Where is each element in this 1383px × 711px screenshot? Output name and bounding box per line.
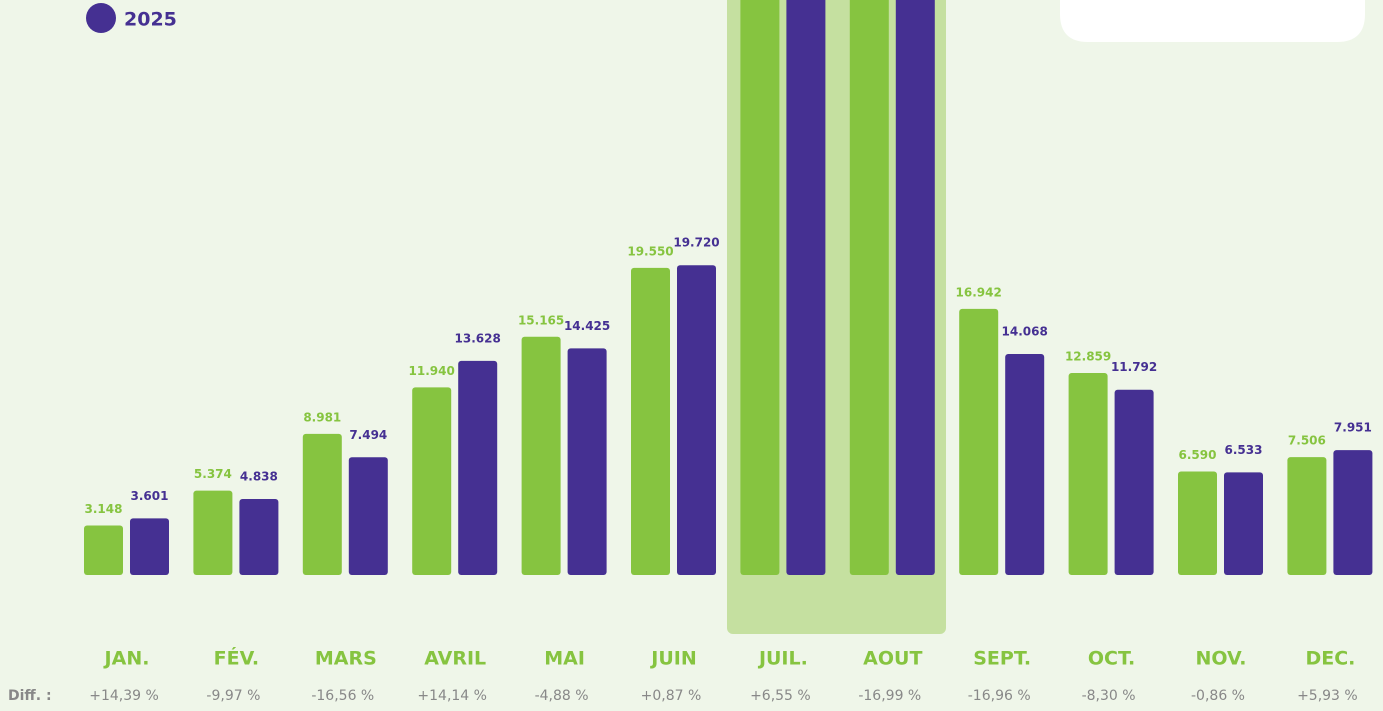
bar xyxy=(631,267,670,575)
value-label: 6.590 xyxy=(1179,448,1217,462)
x-tick-label: JUIL. xyxy=(757,648,808,670)
value-label: 7.506 xyxy=(1288,434,1326,448)
value-label: 3.601 xyxy=(131,489,169,503)
bar xyxy=(348,457,388,575)
diff-value: +0,87 % xyxy=(641,688,702,704)
value-label: 11.792 xyxy=(1111,360,1157,374)
value-label: 3.148 xyxy=(85,502,123,516)
value-label: 14.068 xyxy=(1002,324,1048,338)
value-label: 16.942 xyxy=(956,285,1002,299)
diff-value: +5,93 % xyxy=(1297,688,1358,704)
value-label: 7.494 xyxy=(349,428,387,442)
bar xyxy=(1005,353,1045,575)
value-label: 13.628 xyxy=(455,331,501,345)
x-tick-label: AVRIL xyxy=(424,648,486,670)
diff-label: Diff. : xyxy=(8,688,52,704)
diff-value: -8,30 % xyxy=(1082,688,1136,704)
bar xyxy=(458,360,498,575)
diff-value: -9,97 % xyxy=(206,688,260,704)
legend-label: 2025 xyxy=(124,9,177,31)
legend-swatch xyxy=(86,3,116,33)
bar xyxy=(412,387,452,575)
bar xyxy=(1178,471,1217,575)
bar xyxy=(1224,472,1263,575)
value-label: 8.981 xyxy=(303,410,341,424)
bar xyxy=(849,0,889,575)
bar xyxy=(740,0,780,575)
bar xyxy=(521,336,561,575)
bar xyxy=(567,348,607,575)
bar xyxy=(677,265,716,575)
diff-value: -16,56 % xyxy=(311,688,374,704)
bar xyxy=(895,0,935,575)
value-label: 7.951 xyxy=(1334,421,1372,435)
diff-value: -4,88 % xyxy=(535,688,589,704)
value-label: 11.940 xyxy=(409,364,455,378)
bar xyxy=(786,0,826,575)
diff-value: +14,14 % xyxy=(417,688,487,704)
x-tick-label: MARS xyxy=(315,648,377,670)
x-tick-label: MAI xyxy=(544,648,585,670)
bar xyxy=(239,498,279,575)
info-box xyxy=(1060,0,1365,42)
value-label: 5.374 xyxy=(194,467,232,481)
diff-value: +6,55 % xyxy=(750,688,811,704)
value-label: 19.720 xyxy=(673,236,719,250)
bar xyxy=(84,525,123,575)
diff-value: +14,39 % xyxy=(89,688,159,704)
value-label: 12.859 xyxy=(1065,349,1111,363)
bar xyxy=(1287,457,1327,575)
x-tick-label: JUIN xyxy=(649,648,696,670)
bar xyxy=(1333,450,1373,575)
diff-value: -16,96 % xyxy=(968,688,1031,704)
bar xyxy=(302,433,342,575)
x-tick-label: OCT. xyxy=(1088,648,1135,670)
bar xyxy=(193,490,233,575)
value-label: 6.533 xyxy=(1225,443,1263,457)
x-tick-label: DEC. xyxy=(1305,648,1355,670)
x-tick-label: NOV. xyxy=(1195,648,1246,670)
bar xyxy=(959,308,999,575)
value-label: 19.550 xyxy=(627,244,673,258)
x-tick-label: FÉV. xyxy=(214,647,259,670)
value-label: 14.425 xyxy=(564,319,610,333)
diff-value: -16,99 % xyxy=(858,688,921,704)
highlight-band xyxy=(727,0,946,634)
bar xyxy=(130,518,169,575)
x-tick-label: JAN. xyxy=(103,648,150,670)
value-label: 4.838 xyxy=(240,469,278,483)
x-tick-label: AOUT xyxy=(863,648,922,670)
bar xyxy=(1114,389,1154,575)
value-label: 15.165 xyxy=(518,313,564,327)
bar xyxy=(1068,372,1108,575)
x-tick-label: SEPT. xyxy=(973,648,1031,670)
diff-value: -0,86 % xyxy=(1191,688,1245,704)
